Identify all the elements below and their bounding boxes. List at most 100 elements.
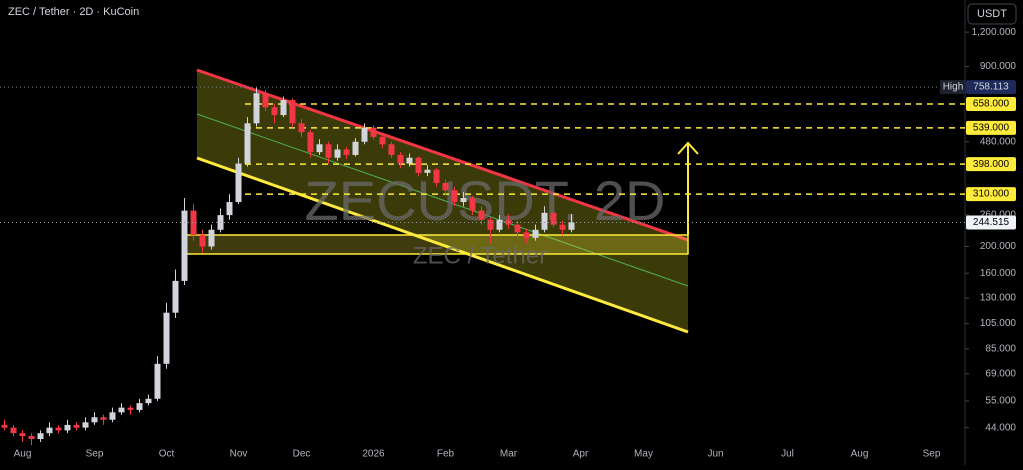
candle-body [496, 219, 503, 230]
y-tick-label: 1,200.000 [972, 27, 1017, 38]
candle-body [100, 417, 107, 420]
candle-body [91, 417, 98, 423]
candle-body [352, 141, 359, 155]
candle-body [487, 219, 494, 230]
last-price-tag-bg [966, 215, 1016, 230]
last-price-tag: 244.515 [973, 217, 1010, 228]
candle-body [325, 144, 332, 158]
watermark: ZECUSDT, 2D [305, 169, 666, 232]
chart-title: ZEC / Tether · 2D · KuCoin [8, 6, 139, 18]
candle-body [406, 157, 413, 164]
level-tag: 398.000 [973, 159, 1010, 170]
level-tag-bg [966, 157, 1016, 172]
y-tick-label: 260.000 [980, 210, 1017, 221]
candle-body [478, 210, 485, 220]
candle-body [10, 427, 17, 434]
x-tick-label: Feb [437, 449, 455, 460]
level-tag-bg [966, 187, 1016, 202]
y-tick-label: 85.000 [985, 343, 1016, 354]
x-tick-label: Aug [14, 449, 32, 460]
candle-body [19, 433, 26, 437]
candle-body [451, 190, 458, 203]
candle-body [262, 93, 269, 108]
candle-body [532, 229, 539, 238]
candle-body [46, 427, 53, 434]
level-tag: 310.000 [973, 189, 1010, 200]
candle-body [55, 427, 62, 431]
candle-body [280, 100, 287, 116]
channel-fill [197, 70, 688, 332]
candle-body [118, 407, 125, 413]
candle-body [253, 93, 260, 124]
watermark-sub: ZEC / Tether [413, 242, 547, 269]
candle-body [37, 433, 44, 440]
x-tick-label: Dec [293, 449, 311, 460]
level-tag-bg [966, 120, 1016, 135]
candle-body [127, 407, 134, 410]
y-tick-label: 200.000 [980, 241, 1017, 252]
currency-button[interactable] [967, 3, 1017, 25]
y-tick-label: 130.000 [980, 293, 1017, 304]
y-tick-label: 900.000 [980, 61, 1017, 72]
candle-body [460, 197, 467, 203]
x-tick-label: Mar [500, 449, 518, 460]
candle-body [244, 123, 251, 164]
candle-body [343, 149, 350, 155]
y-tick-label: 160.000 [980, 268, 1017, 279]
candle-body [334, 149, 341, 158]
candle-body [541, 212, 548, 230]
channel-mid [196, 113, 689, 287]
y-tick-label: 55.000 [985, 396, 1016, 407]
currency-label[interactable]: USDT [977, 8, 1007, 20]
x-tick-label: Oct [159, 449, 175, 460]
candle-body [424, 169, 431, 173]
candle-body [199, 235, 206, 247]
y-tick-label: 480.000 [980, 136, 1017, 147]
candle-body [226, 202, 233, 216]
channel-bottom [196, 156, 689, 334]
candle-body [361, 127, 368, 142]
candle-body [28, 436, 35, 440]
candle-body [568, 222, 575, 230]
candle-body [136, 403, 143, 410]
x-tick-label: Jul [781, 449, 794, 460]
candle-body [145, 398, 152, 404]
level-tag: 539.000 [973, 123, 1010, 134]
high-tag: 758.113 [973, 82, 1009, 93]
candle-body [559, 224, 566, 230]
candle-body [1, 424, 8, 428]
candle-body [379, 136, 386, 145]
x-tick-label: Apr [573, 449, 589, 460]
candle-body [154, 363, 161, 399]
x-tick-label: Nov [230, 449, 248, 460]
candle-body [271, 107, 278, 116]
y-tick-label: 44.000 [985, 422, 1016, 433]
candle-body [289, 100, 296, 124]
high-tag-label-bg [940, 80, 966, 95]
candle-body [172, 280, 179, 313]
candle-body [109, 412, 116, 420]
candle-body [64, 424, 71, 431]
candle-body [73, 424, 80, 428]
x-tick-label: Aug [851, 449, 869, 460]
candle-body [235, 163, 242, 203]
candle-body [433, 169, 440, 184]
high-tag-bg [966, 80, 1016, 95]
candle-body [397, 154, 404, 164]
drawings [184, 68, 699, 334]
candle-body [307, 132, 314, 153]
candle-body [415, 157, 422, 173]
x-tick-label: 2026 [362, 449, 385, 460]
level-tag: 658.000 [973, 99, 1010, 110]
candle-body [514, 224, 521, 233]
candle-body [550, 212, 557, 225]
y-tick-label: 69.000 [985, 368, 1016, 379]
candle-body [208, 229, 215, 247]
x-tick-label: Sep [86, 449, 104, 460]
x-tick-label: Jun [707, 449, 723, 460]
candle-body [163, 312, 170, 364]
candle-body [190, 210, 197, 236]
candle-body [469, 197, 476, 211]
